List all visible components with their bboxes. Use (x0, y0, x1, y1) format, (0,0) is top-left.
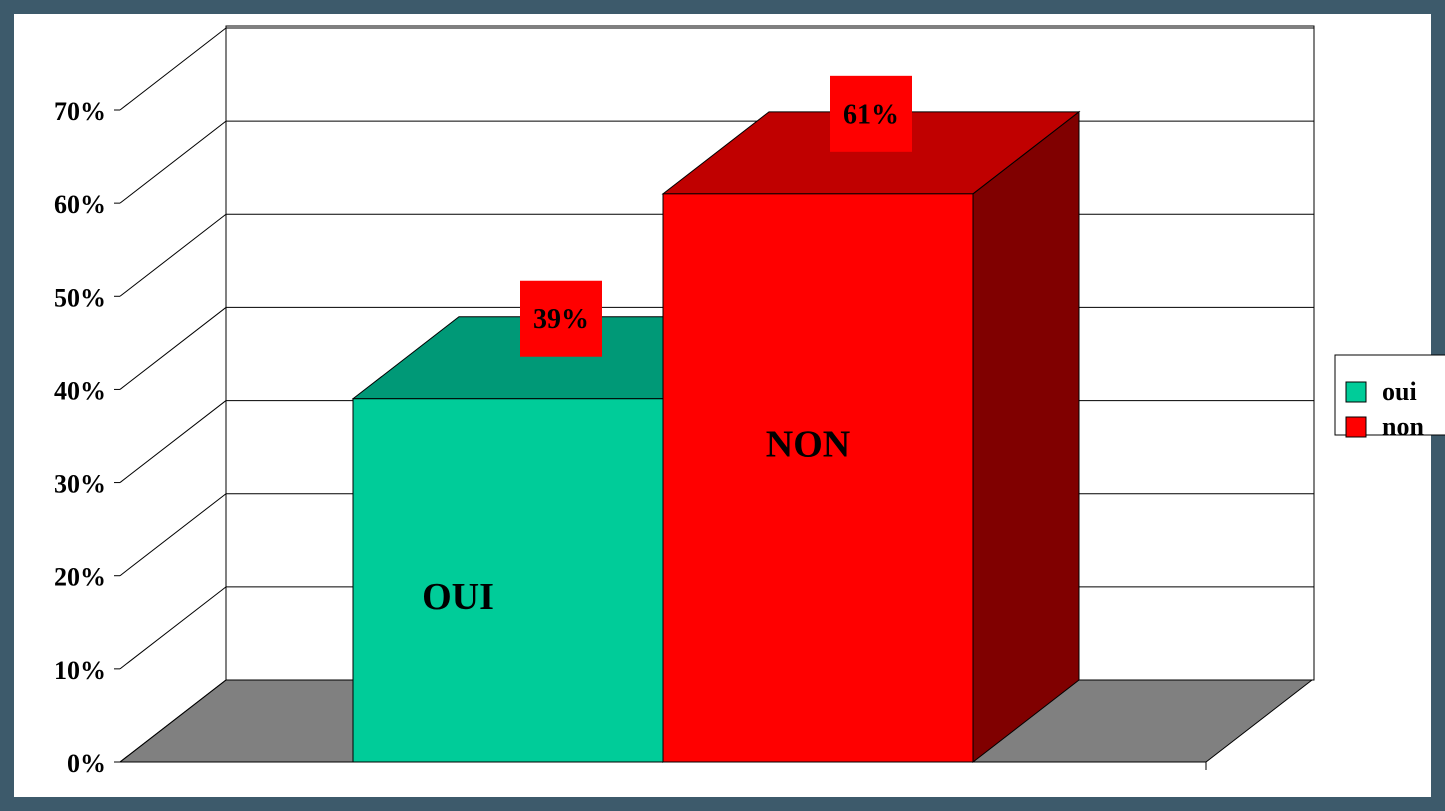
y-tick-label: 50% (54, 283, 106, 312)
bar-side (972, 110, 1080, 764)
y-tick-label: 60% (54, 190, 106, 219)
bar-annotation: OUI (422, 576, 494, 618)
bar-annotation: NON (766, 424, 850, 466)
grid-line (119, 213, 227, 297)
y-tick-label: 40% (54, 376, 106, 405)
grid-line (119, 679, 227, 763)
bar (662, 193, 974, 763)
value-label-box (830, 75, 912, 152)
grid-line (119, 400, 227, 483)
y-tick-label: 70% (54, 97, 106, 126)
y-tick-label: 10% (54, 656, 106, 685)
value-label-box (520, 280, 602, 357)
grid-line (119, 120, 227, 204)
grid-line (119, 586, 227, 670)
bar (352, 398, 664, 763)
legend-swatch (1345, 381, 1367, 403)
y-tick-label: 0% (67, 749, 106, 778)
legend-label: oui (1382, 377, 1417, 406)
value-label: 39% (533, 304, 589, 335)
grid-line (119, 493, 227, 577)
legend-swatch (1345, 416, 1367, 438)
grid-line (119, 307, 227, 390)
grid-line (119, 27, 227, 111)
legend-label: non (1382, 412, 1424, 441)
value-label: 61% (843, 99, 899, 130)
y-tick-label: 20% (54, 563, 106, 592)
y-tick-label: 30% (54, 470, 106, 499)
